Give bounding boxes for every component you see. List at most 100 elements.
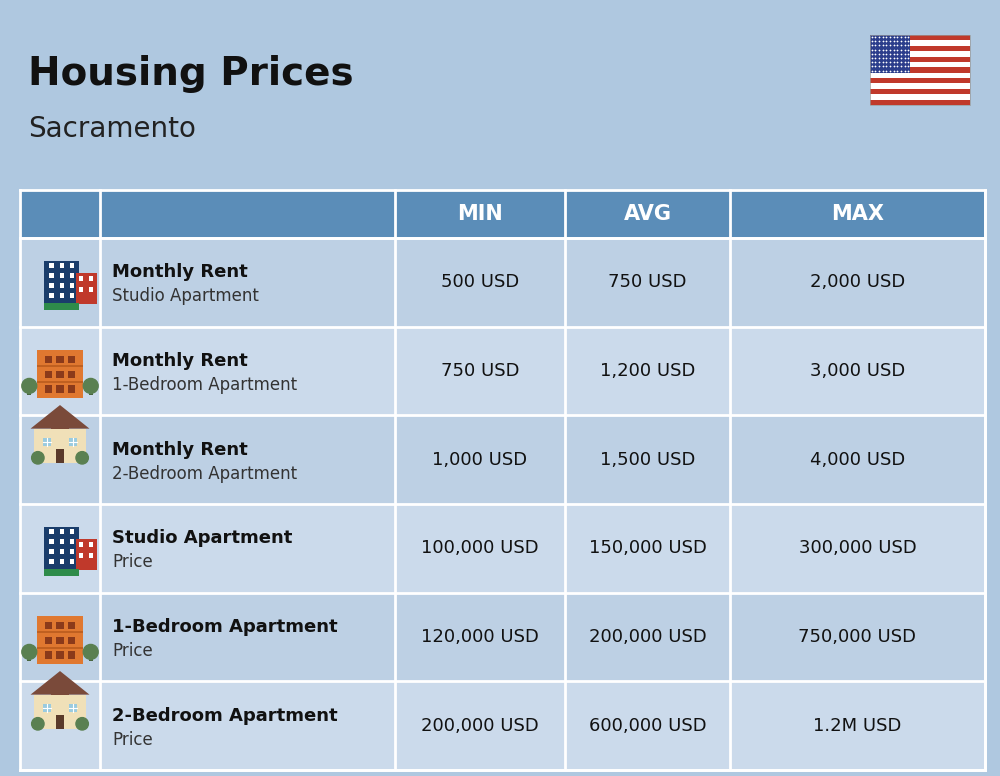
Bar	[49, 549, 54, 553]
Bar	[45, 636, 52, 644]
Text: 1,200 USD: 1,200 USD	[600, 362, 695, 380]
Bar	[68, 356, 75, 363]
Circle shape	[83, 379, 98, 393]
Bar	[20, 504, 985, 593]
Bar	[45, 385, 52, 393]
Bar	[68, 622, 75, 629]
Polygon shape	[31, 671, 89, 695]
Bar	[68, 636, 75, 644]
Text: 750,000 USD: 750,000 USD	[798, 628, 916, 646]
Bar	[20, 593, 985, 681]
Bar	[37, 381, 83, 383]
Text: Studio Apartment: Studio Apartment	[112, 287, 259, 305]
Bar	[44, 303, 79, 310]
Bar	[68, 385, 75, 393]
Bar	[45, 356, 52, 363]
Circle shape	[76, 452, 88, 464]
Bar	[870, 78, 970, 84]
Text: 1-Bedroom Apartment: 1-Bedroom Apartment	[112, 376, 297, 394]
Bar	[51, 685, 69, 695]
Bar	[70, 263, 74, 268]
Bar	[49, 529, 54, 534]
Bar	[45, 622, 52, 629]
Bar	[69, 438, 77, 446]
Bar	[20, 238, 985, 327]
Circle shape	[22, 644, 37, 660]
Bar	[49, 283, 54, 288]
Bar	[60, 559, 64, 563]
Text: MAX: MAX	[831, 204, 884, 224]
Text: Housing Prices: Housing Prices	[28, 55, 354, 93]
Bar	[70, 529, 74, 534]
Circle shape	[32, 452, 44, 464]
Circle shape	[83, 644, 98, 660]
Text: Monthly Rent: Monthly Rent	[112, 263, 248, 282]
Text: Studio Apartment: Studio Apartment	[112, 529, 292, 547]
Bar	[60, 283, 64, 288]
Text: 2,000 USD: 2,000 USD	[810, 273, 905, 291]
Bar	[60, 529, 64, 534]
Bar	[43, 705, 51, 712]
Bar	[27, 386, 31, 395]
Bar	[89, 287, 93, 292]
Bar	[79, 287, 83, 292]
Bar	[37, 647, 83, 649]
Bar	[70, 539, 74, 544]
Circle shape	[76, 718, 88, 730]
Bar	[44, 527, 79, 577]
Bar	[70, 293, 74, 297]
Bar	[70, 559, 74, 563]
Bar	[60, 263, 64, 268]
Bar	[60, 293, 64, 297]
Bar	[89, 276, 93, 281]
Bar	[56, 385, 64, 393]
Bar	[60, 273, 64, 278]
Bar	[37, 616, 83, 664]
Bar	[89, 386, 93, 395]
Bar	[49, 559, 54, 563]
Text: 500 USD: 500 USD	[441, 273, 519, 291]
Text: 750 USD: 750 USD	[441, 362, 519, 380]
Text: MIN: MIN	[457, 204, 503, 224]
Bar	[70, 273, 74, 278]
Bar	[870, 46, 970, 51]
Bar	[89, 652, 93, 661]
Bar	[68, 371, 75, 378]
Text: 2-Bedroom Apartment: 2-Bedroom Apartment	[112, 465, 297, 483]
Text: 120,000 USD: 120,000 USD	[421, 628, 539, 646]
Text: AVG: AVG	[624, 204, 672, 224]
Text: 100,000 USD: 100,000 USD	[421, 539, 539, 557]
Bar	[89, 542, 93, 547]
Text: 200,000 USD: 200,000 USD	[589, 628, 706, 646]
Bar	[20, 190, 985, 238]
Bar	[79, 542, 83, 547]
Bar	[70, 549, 74, 553]
Text: Price: Price	[112, 731, 153, 749]
Bar	[56, 636, 64, 644]
Text: 1-Bedroom Apartment: 1-Bedroom Apartment	[112, 618, 338, 636]
Bar	[44, 261, 79, 310]
Bar	[45, 371, 52, 378]
Bar	[870, 35, 970, 105]
Bar	[870, 68, 970, 73]
Polygon shape	[31, 405, 89, 428]
Text: Price: Price	[112, 642, 153, 660]
Text: 3,000 USD: 3,000 USD	[810, 362, 905, 380]
Bar	[56, 651, 64, 659]
Text: Sacramento: Sacramento	[28, 115, 196, 143]
Text: 150,000 USD: 150,000 USD	[589, 539, 706, 557]
Bar	[56, 356, 64, 363]
Bar	[45, 651, 52, 659]
Bar	[20, 327, 985, 415]
Bar	[49, 539, 54, 544]
Bar	[79, 553, 83, 558]
Bar	[56, 622, 64, 629]
Text: Monthly Rent: Monthly Rent	[112, 352, 248, 370]
Bar	[49, 273, 54, 278]
Bar	[870, 35, 910, 73]
Text: 1.2M USD: 1.2M USD	[813, 717, 902, 735]
Bar	[89, 553, 93, 558]
Bar	[20, 681, 985, 770]
Bar	[870, 35, 970, 105]
Text: 2-Bedroom Apartment: 2-Bedroom Apartment	[112, 707, 338, 725]
